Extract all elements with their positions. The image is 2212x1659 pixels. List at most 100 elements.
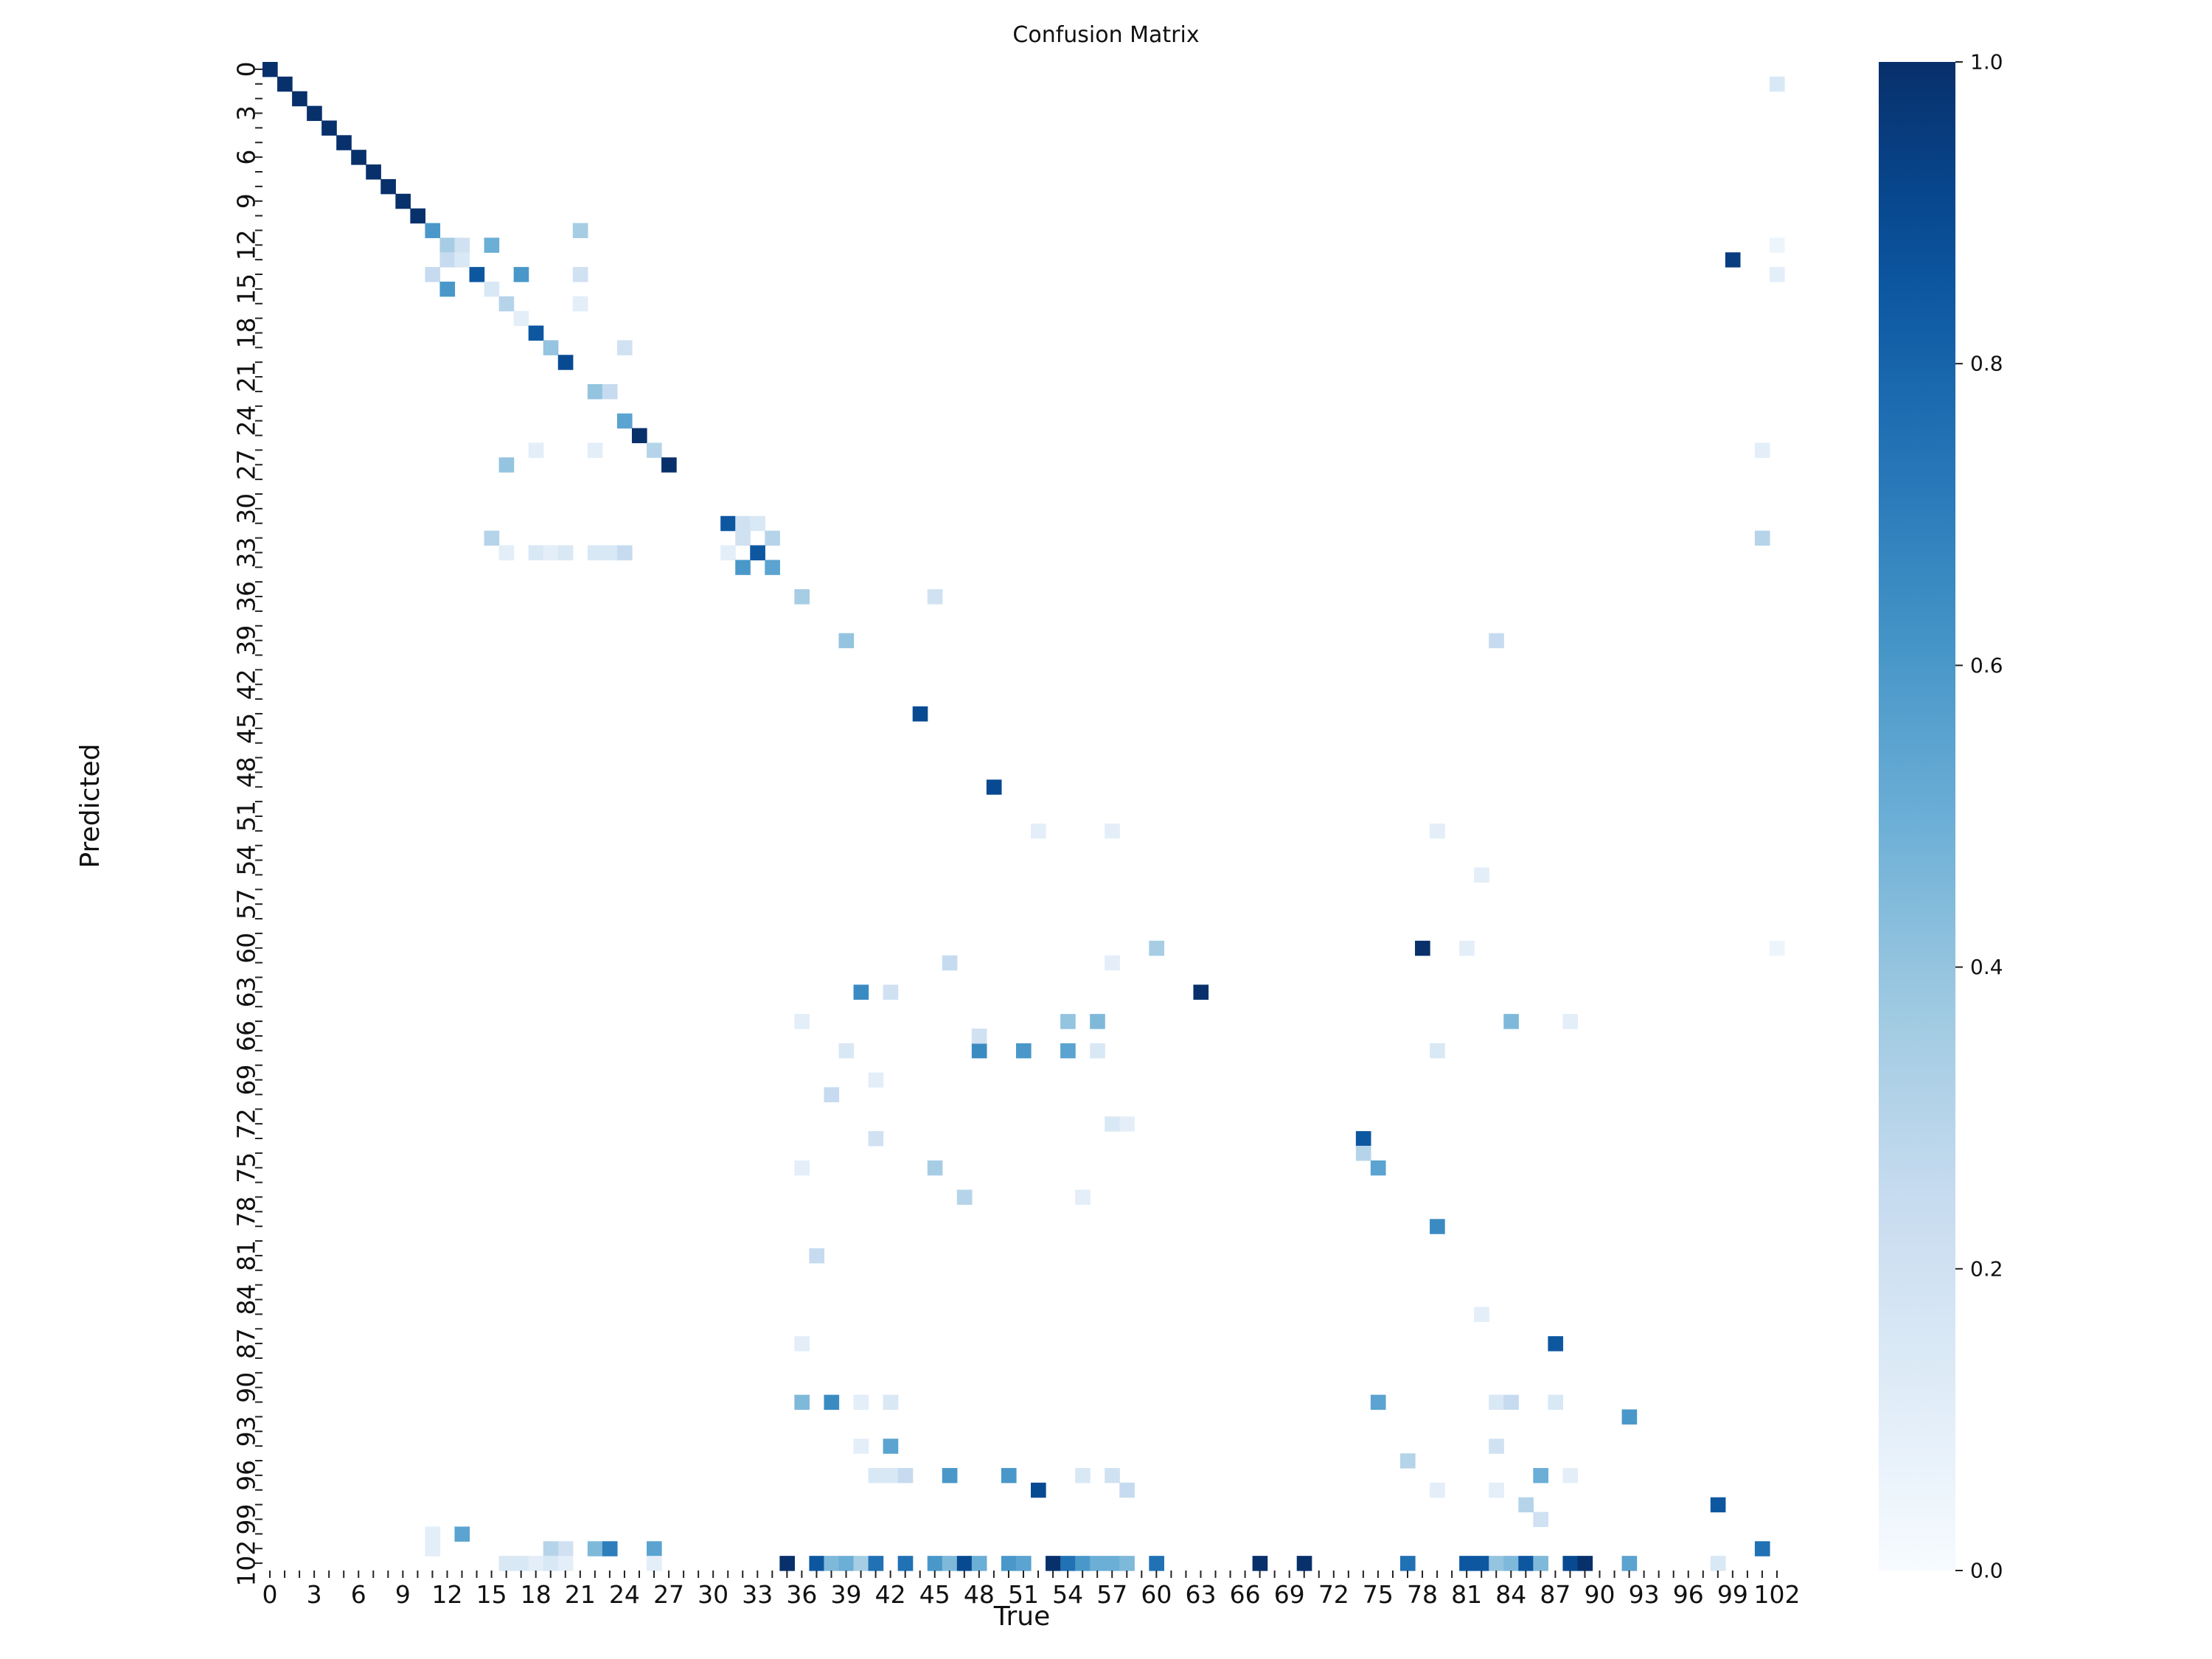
x-tick-label: 57 [1096,1580,1127,1609]
heatmap-cell [1031,823,1046,839]
heatmap-cell [543,1541,559,1557]
heatmap-cell [425,1541,441,1557]
heatmap-cell [484,530,500,546]
heatmap-cell [1119,1556,1135,1571]
heatmap-cell [735,530,751,546]
heatmap-cell [1105,1556,1120,1571]
x-tick-label: 6 [351,1580,366,1609]
heatmap-cell [1474,867,1489,883]
y-tick-label: 60 [232,933,261,964]
heatmap-cell [1533,1556,1548,1571]
heatmap-cell [572,296,588,312]
heatmap-cell [1149,1556,1164,1571]
heatmap-cell [1193,984,1209,1000]
heatmap-cell [498,296,515,312]
heatmap-cell [1548,1394,1564,1411]
y-tick-label: 93 [232,1416,261,1447]
heatmap-cell [868,1131,884,1147]
y-tick-label: 0 [232,61,261,77]
heatmap-cell [1503,1014,1519,1029]
heatmap-cell [1533,1467,1548,1484]
heatmap-cell [557,545,574,560]
heatmap-cell [971,1556,987,1571]
heatmap-cell [528,325,544,341]
heatmap-cell [513,1556,529,1571]
heatmap-cell [1001,1556,1017,1571]
heatmap-cell [1754,442,1770,458]
heatmap-cell [853,1439,869,1454]
heatmap-cell [868,1467,884,1484]
y-tick-label: 36 [232,581,261,612]
colorbar-tick-label: 0.2 [1970,1256,2003,1281]
heatmap-cell [1105,823,1120,839]
y-axis-label: Predicted [75,743,105,869]
y-tick-label: 75 [232,1152,261,1183]
heatmap-cell [1489,633,1504,649]
heatmap-cell [735,515,751,532]
heatmap-cell [1430,1482,1445,1498]
heatmap-cell [395,193,411,209]
x-tick-label: 33 [742,1580,773,1609]
heatmap-cell [942,1467,958,1484]
heatmap-cell [1489,1482,1504,1498]
x-tick-label: 12 [431,1580,462,1609]
heatmap-cell [927,1556,943,1571]
chart-title: Confusion Matrix [1012,22,1200,48]
x-tick-label: 84 [1495,1580,1526,1609]
heatmap-cell [1296,1556,1312,1571]
x-tick-label: 36 [786,1580,817,1609]
x-tick-label: 45 [919,1580,950,1609]
heatmap-cell [824,1394,840,1411]
x-tick-label: 3 [307,1580,322,1609]
colorbar-tick-label: 0.4 [1970,955,2003,979]
heatmap-cell [1105,1467,1120,1484]
y-tick-label: 33 [232,537,261,568]
heatmap-cell [277,76,293,92]
heatmap-cell [1548,1336,1564,1352]
heatmap-cell [1001,1467,1017,1484]
heatmap-cell [1518,1497,1534,1513]
x-tick-label: 69 [1274,1580,1305,1609]
heatmap-cell [1252,1556,1268,1571]
heatmap-cell [513,267,529,282]
x-tick-label: 66 [1230,1580,1261,1609]
heatmap-cell [720,515,736,532]
heatmap-cell [1149,940,1164,956]
heatmap-cell [1355,1145,1371,1161]
heatmap-cell [498,1556,515,1571]
colorbar-tick-label: 0.0 [1970,1559,2003,1583]
heatmap-cell [647,1541,662,1557]
heatmap-cell [1769,267,1785,282]
heatmap-cell [307,105,322,122]
heatmap-cell [1090,1043,1105,1059]
heatmap-cell [1621,1556,1638,1571]
x-tick-label: 93 [1629,1580,1660,1609]
heatmap-cell [927,589,943,605]
heatmap-cell [1562,1467,1579,1484]
x-tick-label: 81 [1451,1580,1482,1609]
heatmap-cell [1399,1453,1416,1469]
x-tick-label: 90 [1585,1580,1615,1609]
heatmap-cell [779,1556,795,1571]
heatmap-cell [1415,940,1430,956]
heatmap-cell [1060,1043,1076,1059]
heatmap-cell [513,310,529,327]
heatmap-cell [543,545,559,560]
heatmap-cell [868,1072,884,1088]
y-tick-label: 15 [232,274,261,305]
y-tick-label: 24 [232,406,261,437]
heatmap-cell [1621,1409,1638,1425]
x-axis-label: True [993,1601,1051,1632]
colorbar-tick-label: 0.6 [1970,653,2003,678]
heatmap-cell [425,1526,441,1542]
x-tick-label: 48 [964,1580,995,1609]
heatmap-cell [883,984,899,1000]
heatmap-cell [557,1541,574,1557]
heatmap-cell [498,545,515,560]
heatmap-cell [838,633,855,649]
heatmap-cell [602,384,618,400]
heatmap-cell [765,560,780,575]
heatmap-cell [883,1439,899,1454]
heatmap-cell [587,384,603,400]
